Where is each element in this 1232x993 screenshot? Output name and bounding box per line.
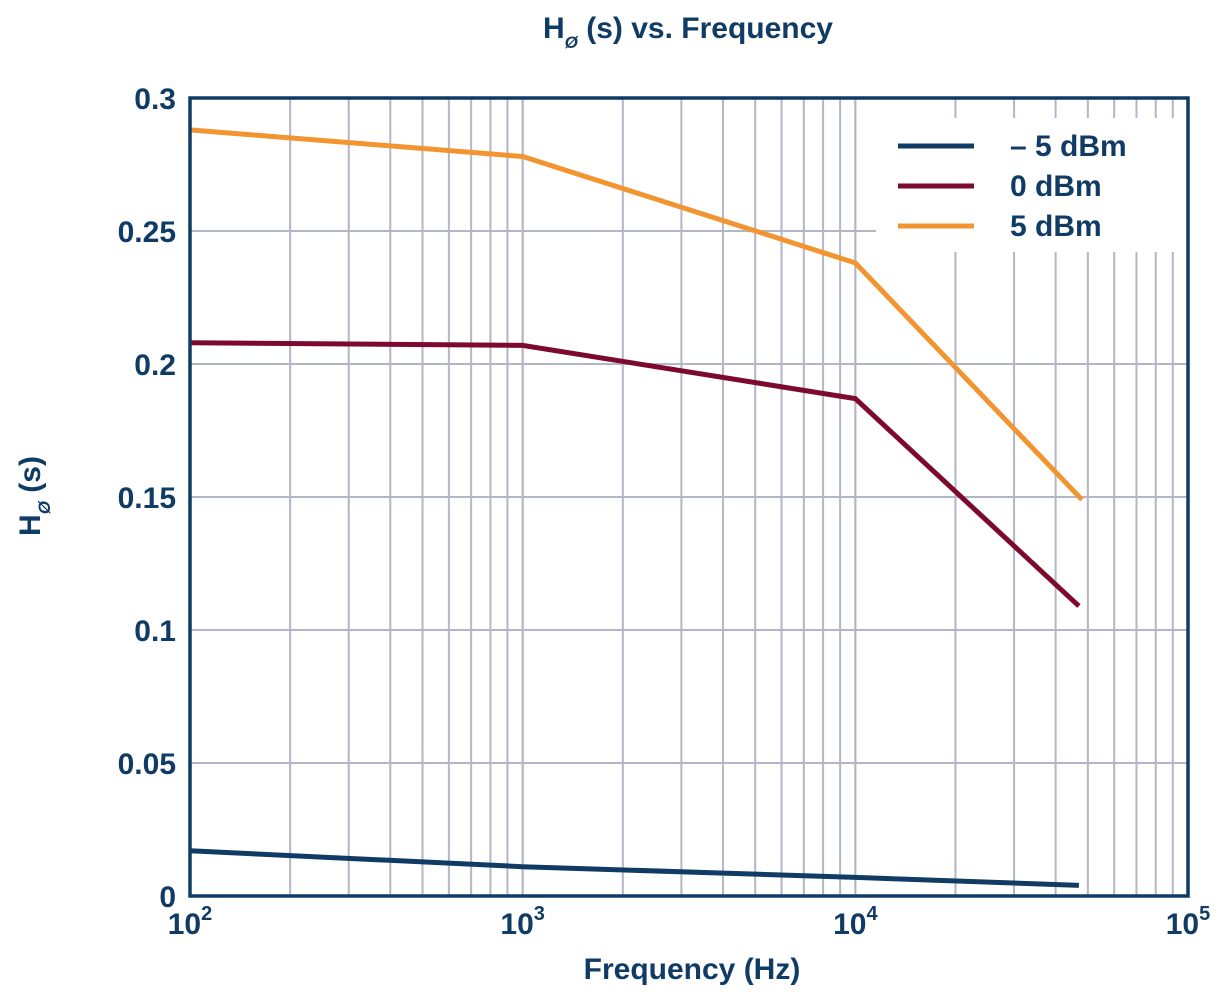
series-line xyxy=(189,340,1081,608)
y-axis-title-main: H xyxy=(14,514,47,536)
x-axis-title: Frequency (Hz) xyxy=(584,953,801,986)
y-tick-label: 0 xyxy=(159,881,176,914)
y-tick-label: 0.2 xyxy=(134,349,176,382)
x-tick-label: 103 xyxy=(500,903,545,941)
chart-title: HØ (s) vs. Frequency xyxy=(543,12,833,52)
legend-label: – 5 dBm xyxy=(1010,130,1127,163)
x-tick-label: 104 xyxy=(833,903,878,941)
grid-lines xyxy=(190,98,1188,896)
series-lines xyxy=(189,127,1084,888)
chart-title-rest: (s) vs. Frequency xyxy=(578,12,833,45)
y-axis-title-sub: Ø xyxy=(35,500,54,514)
y-axis-title: HØ (s) xyxy=(14,456,54,536)
y-tick-label: 0.3 xyxy=(134,83,176,116)
series-line xyxy=(189,848,1079,888)
y-tick-label: 0.25 xyxy=(118,216,176,249)
y-axis-title-rest: (s) xyxy=(14,456,47,501)
legend-label: 5 dBm xyxy=(1010,210,1102,243)
series-line xyxy=(189,127,1084,502)
legend: – 5 dBm 0 dBm 5 dBm xyxy=(898,130,1127,243)
y-tick-label: 0.05 xyxy=(118,748,176,781)
y-tick-label: 0.1 xyxy=(134,615,176,648)
x-tick-label: 102 xyxy=(168,903,213,941)
plot-frame xyxy=(188,96,1190,898)
legend-label: 0 dBm xyxy=(1010,170,1102,203)
y-tick-label: 0.15 xyxy=(118,482,176,515)
x-tick-labels: 102 103 104 105 xyxy=(168,903,1211,941)
chart-title-sub: Ø xyxy=(565,33,579,52)
chart-title-main: H xyxy=(543,12,565,45)
x-tick-label: 105 xyxy=(1166,903,1211,941)
y-tick-labels: 0 0.05 0.1 0.15 0.2 0.25 0.3 xyxy=(118,83,176,914)
